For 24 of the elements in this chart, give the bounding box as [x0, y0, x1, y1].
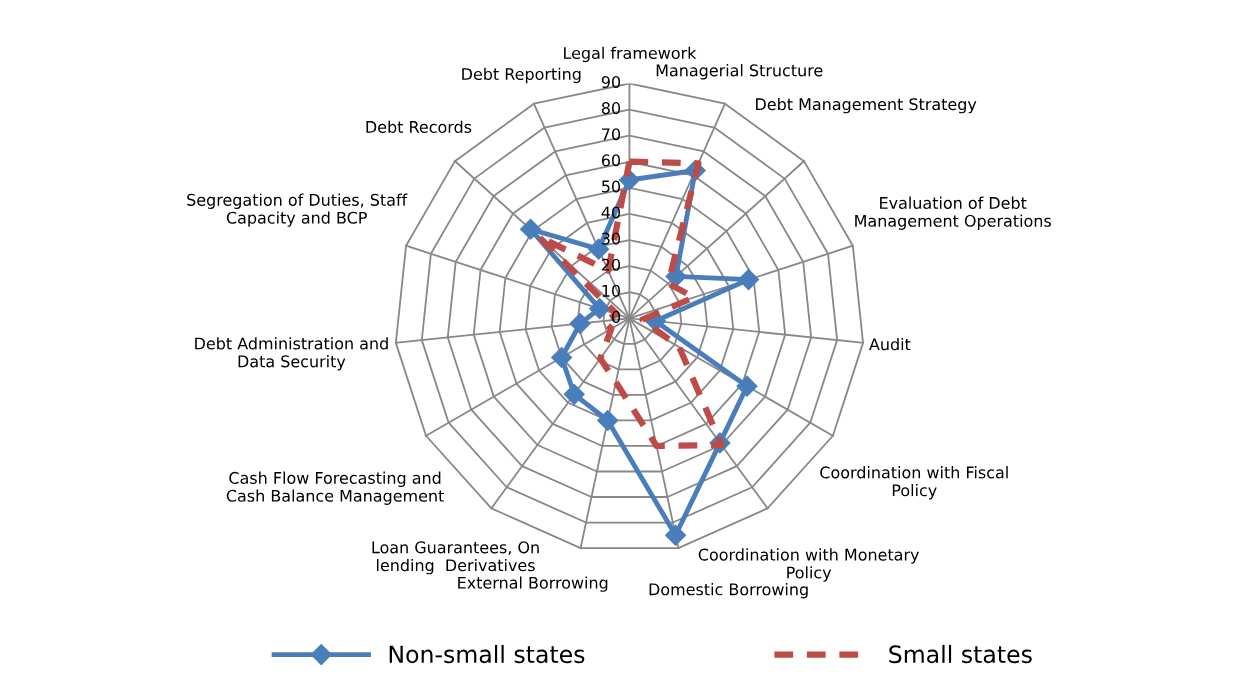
spoke-label: Coordination with Monetary Policy — [698, 548, 920, 582]
legend-label: Small states — [889, 644, 1032, 664]
legend-label: Non-small states — [389, 644, 585, 664]
y-tick-label: 0 — [612, 310, 621, 323]
y-tick-label: 10 — [602, 284, 621, 297]
spoke-label: Debt Records — [366, 120, 472, 133]
spoke-label: Cash Flow Forecasting and Cash Balance Management — [226, 471, 444, 505]
spoke-label: Audit — [869, 337, 911, 351]
y-tick-label: 90 — [601, 75, 621, 89]
spoke-label: Managerial Structure — [656, 64, 823, 80]
y-tick-label: 80 — [601, 102, 621, 115]
spoke-label: Segregation of Duties, Staff Capacity and BCP — [187, 193, 408, 227]
y-tick-label: 70 — [602, 128, 621, 141]
spoke-label: Evaluation of Debt Management Operations — [855, 196, 1051, 230]
spoke-label: Loan Guarantees, On lending Derivatives — [372, 541, 539, 575]
spoke-label: Coordination with Fiscal Policy — [820, 466, 1008, 500]
spoke-label: Debt Administration and Data Security — [195, 337, 388, 371]
spoke-label: Debt Reporting — [462, 67, 581, 84]
spoke-label: Debt Management Strategy — [756, 97, 977, 114]
spoke-label: External Borrowing — [458, 576, 608, 592]
y-tick-label: 60 — [601, 154, 621, 167]
y-tick-label: 50 — [602, 180, 621, 193]
spoke-label: Domestic Borrowing — [649, 582, 808, 599]
spoke-label: Legal framework — [564, 46, 697, 63]
